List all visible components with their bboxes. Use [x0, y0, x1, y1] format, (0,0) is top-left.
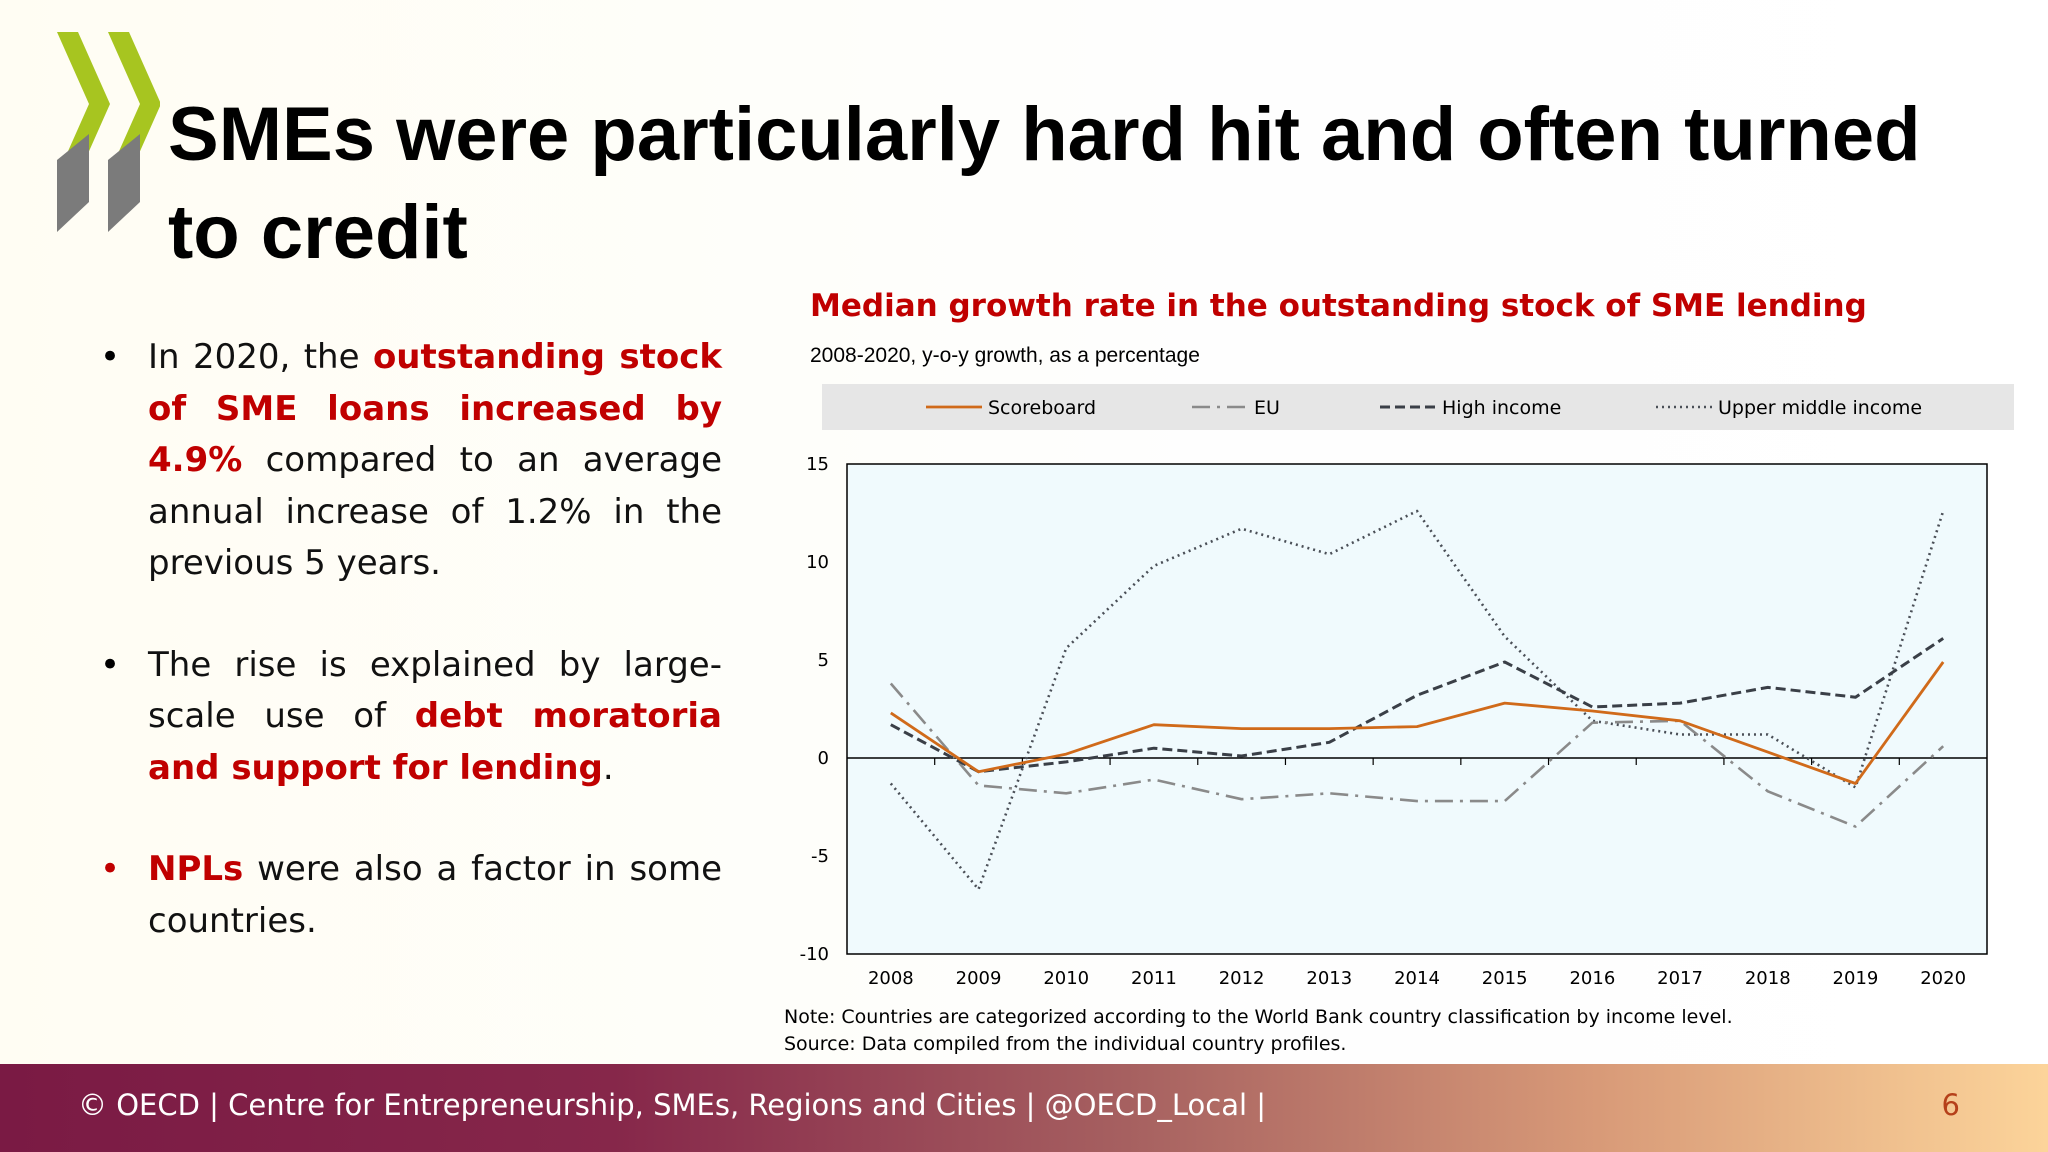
bullet-item: • The rise is explained by large-scale us… [96, 640, 722, 795]
series-line-scoreboard [890, 661, 1945, 785]
series-line-eu [889, 682, 1945, 828]
bullet-text: were also a factor in some countries. [148, 849, 722, 941]
bullet-highlight-text: NPLs [148, 849, 244, 889]
x-tick-label: 2015 [1482, 968, 1528, 989]
oecd-logo [57, 32, 160, 232]
x-tick-label: 2019 [1833, 968, 1879, 989]
bullet-text: compared to an average annual increase o… [148, 440, 722, 583]
bullet-dot-icon: • [100, 644, 121, 685]
bullet-dot-icon: • [100, 849, 121, 889]
bullet-text: In 2020, the [148, 337, 373, 377]
x-tick-label: 2008 [868, 968, 914, 989]
x-tick-label: 2013 [1306, 968, 1352, 989]
bullet-highlight-text: outstanding stock of SME loans increased… [148, 337, 722, 480]
page-number: 6 [1941, 1088, 1960, 1122]
legend-label: Scoreboard [988, 397, 1096, 419]
series-line-upper-middle-income [889, 509, 1945, 891]
footer-text: © OECD | Centre for Entrepreneurship, SM… [78, 1088, 1267, 1122]
x-tick-label: 2018 [1745, 968, 1791, 989]
bullet-item: • NPLs were also a factor in some countri… [96, 844, 722, 947]
bullet-text: . [602, 747, 614, 788]
bullet-highlight-text: debt moratoria and support for lending [148, 696, 722, 788]
series-layer [889, 509, 1945, 891]
footer-bar: © OECD | Centre for Entrepreneurship, SM… [0, 1064, 2048, 1152]
y-tick-label: -10 [800, 944, 829, 965]
y-tick-label: 0 [818, 748, 829, 769]
x-tick-label: 2010 [1043, 968, 1089, 989]
logo-grey-chevron-bottom-right [108, 134, 140, 232]
x-tick-label: 2016 [1569, 968, 1615, 989]
legend-label: EU [1254, 397, 1280, 419]
x-tick-label: 2012 [1219, 968, 1265, 989]
x-tick-label: 2017 [1657, 968, 1703, 989]
bullet-item: • In 2020, the outstanding stock of SME l… [96, 332, 722, 590]
y-tick-label: 15 [806, 454, 829, 475]
logo-grey-chevron-bottom-left [57, 134, 89, 232]
chart-title: Median growth rate in the outstanding st… [810, 288, 1867, 324]
series-line-high-income [890, 637, 1945, 774]
x-tick-label: 2011 [1131, 968, 1177, 989]
slide-title: SMEs were particularly hard hit and ofte… [168, 92, 1921, 275]
legend-label: Upper middle income [1718, 397, 1922, 419]
chart-notes: Note: Countries are categorized accordin… [784, 1004, 1733, 1058]
bullet-text: The rise is explained by large-scale use… [148, 644, 722, 737]
legend-label: High income [1442, 397, 1561, 419]
x-tick-label: 2009 [956, 968, 1002, 989]
y-tick-label: 5 [818, 650, 829, 671]
line-chart: Scoreboard EU High income Upper middle inco… [800, 384, 2014, 989]
chart-source: Source: Data compiled from the individua… [784, 1033, 1347, 1055]
y-tick-label: -5 [811, 846, 829, 867]
y-tick-label: 10 [806, 552, 829, 573]
axis-ticks: 2008 2009 2010 2011 2012 2013 2014 2015 2016 2017… [800, 454, 1987, 989]
bullet-list: • In 2020, the outstanding stock of SME l… [96, 332, 722, 997]
x-tick-label: 2020 [1920, 968, 1966, 989]
plot-area [846, 463, 1988, 955]
chart-note: Note: Countries are categorized accordin… [784, 1006, 1733, 1028]
chart-legend: Scoreboard EU High income Upper middle inco… [926, 397, 1922, 419]
bullet-dot-icon: • [100, 337, 121, 377]
chart-subtitle: 2008-2020, y-o-y growth, as a percentage [810, 344, 1200, 367]
x-tick-label: 2014 [1394, 968, 1440, 989]
